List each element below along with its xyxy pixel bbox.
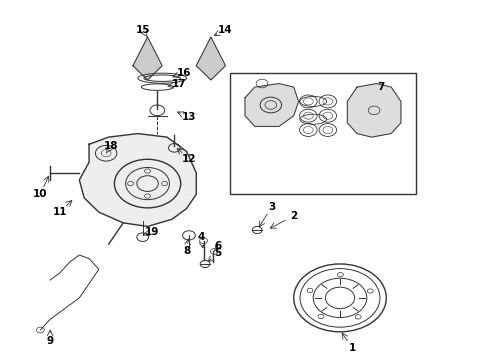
Text: 2: 2 xyxy=(290,211,297,221)
Text: 3: 3 xyxy=(268,202,275,212)
Polygon shape xyxy=(347,84,401,137)
Polygon shape xyxy=(245,84,298,126)
Text: 17: 17 xyxy=(172,79,187,89)
Polygon shape xyxy=(79,134,196,226)
Text: 13: 13 xyxy=(182,112,196,122)
Text: 7: 7 xyxy=(378,82,385,92)
Text: 19: 19 xyxy=(145,227,160,237)
Text: 11: 11 xyxy=(52,207,67,217)
Text: 16: 16 xyxy=(177,68,192,78)
Text: 5: 5 xyxy=(215,248,222,258)
Text: 8: 8 xyxy=(183,247,190,256)
Text: 14: 14 xyxy=(218,25,233,35)
Text: 6: 6 xyxy=(215,241,222,251)
Text: 18: 18 xyxy=(104,141,118,151)
Text: 9: 9 xyxy=(47,336,54,346)
Polygon shape xyxy=(133,37,162,80)
Text: 10: 10 xyxy=(33,189,48,199)
Text: 1: 1 xyxy=(348,343,356,353)
Bar xyxy=(230,73,416,194)
Polygon shape xyxy=(196,37,225,80)
Text: 15: 15 xyxy=(135,25,150,35)
Text: 4: 4 xyxy=(197,232,205,242)
Text: 12: 12 xyxy=(182,154,196,163)
